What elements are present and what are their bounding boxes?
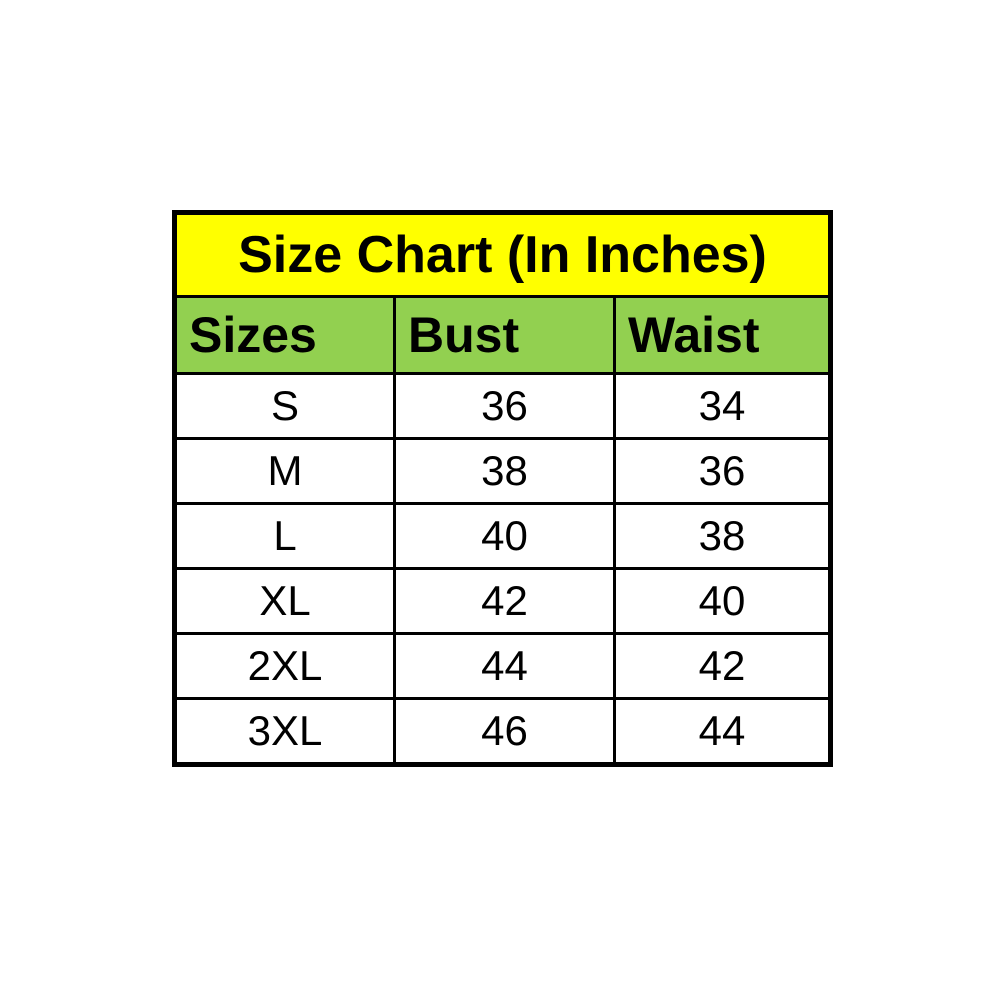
column-header-row: Sizes Bust Waist bbox=[173, 295, 832, 375]
size-chart-title: Size Chart (In Inches) bbox=[173, 211, 832, 298]
size-row-l: L 40 38 bbox=[173, 502, 832, 570]
column-header-sizes: Sizes bbox=[173, 295, 396, 375]
size-label-cell: M bbox=[173, 437, 396, 505]
size-row-3xl: 3XL 46 44 bbox=[173, 697, 832, 766]
bust-value-cell: 42 bbox=[393, 567, 616, 635]
size-label-cell: 3XL bbox=[173, 697, 396, 766]
waist-value-cell: 42 bbox=[613, 632, 832, 700]
bust-value-cell: 38 bbox=[393, 437, 616, 505]
waist-value-cell: 40 bbox=[613, 567, 832, 635]
size-row-2xl: 2XL 44 42 bbox=[173, 632, 832, 700]
size-row-s: S 36 34 bbox=[173, 372, 832, 440]
size-label-cell: XL bbox=[173, 567, 396, 635]
size-label-cell: L bbox=[173, 502, 396, 570]
column-header-bust: Bust bbox=[393, 295, 616, 375]
size-label-cell: 2XL bbox=[173, 632, 396, 700]
waist-value-cell: 34 bbox=[613, 372, 832, 440]
size-row-m: M 38 36 bbox=[173, 437, 832, 505]
size-chart-table: Size Chart (In Inches) Sizes Bust Waist … bbox=[172, 210, 833, 767]
size-label-cell: S bbox=[173, 372, 396, 440]
title-row: Size Chart (In Inches) bbox=[173, 211, 832, 298]
waist-value-cell: 36 bbox=[613, 437, 832, 505]
bust-value-cell: 46 bbox=[393, 697, 616, 766]
size-row-xl: XL 42 40 bbox=[173, 567, 832, 635]
waist-value-cell: 44 bbox=[613, 697, 832, 766]
bust-value-cell: 36 bbox=[393, 372, 616, 440]
column-header-waist: Waist bbox=[613, 295, 832, 375]
bust-value-cell: 40 bbox=[393, 502, 616, 570]
bust-value-cell: 44 bbox=[393, 632, 616, 700]
waist-value-cell: 38 bbox=[613, 502, 832, 570]
